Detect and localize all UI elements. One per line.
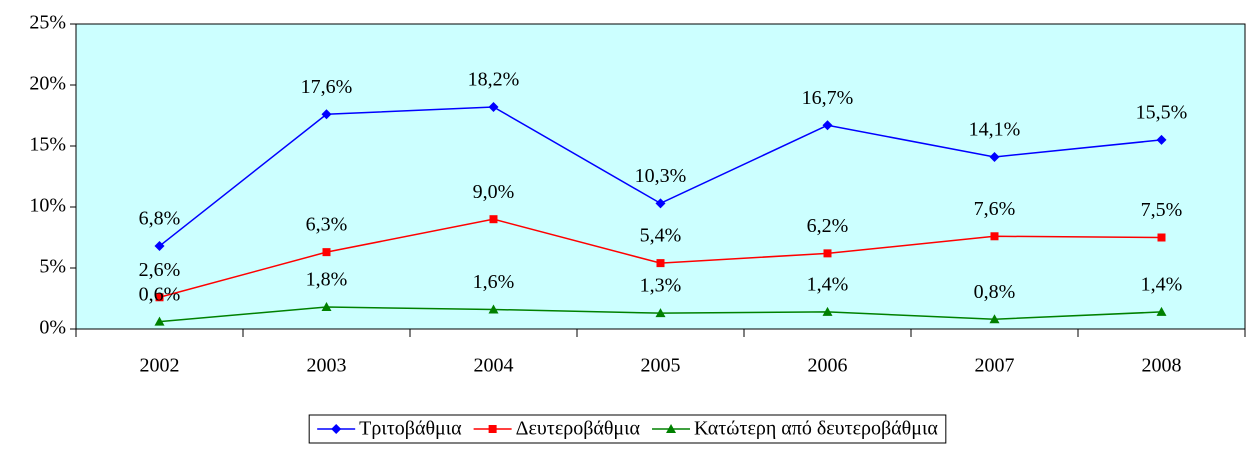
x-tick-label: 2004 (474, 355, 514, 377)
y-tick-label: 0% (39, 317, 66, 339)
x-tick-label: 2005 (641, 355, 681, 377)
data-label: 2,6% (139, 259, 181, 281)
data-point (321, 109, 332, 120)
data-point (489, 215, 498, 224)
data-label: 14,1% (969, 119, 1021, 141)
data-point (989, 314, 1000, 324)
y-tick-label: 20% (29, 73, 66, 95)
legend-marker (331, 424, 342, 434)
data-label: 15,5% (1136, 101, 1188, 123)
data-label: 18,2% (468, 69, 520, 91)
data-point (656, 259, 665, 268)
data-label: 5,4% (640, 225, 682, 247)
legend-item: Τριτοβάθμια (317, 418, 462, 440)
legend-label: Δευτεροβάθμια (516, 418, 641, 440)
data-point (822, 120, 833, 131)
y-tick-label: 10% (29, 195, 66, 217)
data-point (154, 316, 165, 326)
data-point (1156, 306, 1167, 316)
data-label: 1,3% (640, 275, 682, 297)
data-label: 16,7% (802, 87, 854, 109)
data-point (154, 241, 165, 252)
data-point (823, 249, 832, 258)
data-label: 1,4% (1141, 274, 1183, 296)
data-label: 1,6% (473, 271, 515, 293)
data-label: 7,5% (1141, 199, 1183, 221)
data-point (322, 248, 331, 257)
y-tick-label: 15% (29, 134, 66, 156)
data-label: 17,6% (301, 76, 353, 98)
data-label: 10,3% (635, 165, 687, 187)
data-label: 6,2% (807, 215, 849, 237)
data-point (155, 293, 164, 302)
data-point (990, 232, 999, 241)
data-point (1156, 134, 1167, 145)
data-label: 0,8% (974, 281, 1016, 303)
data-label: 1,4% (807, 274, 849, 296)
data-point (321, 302, 332, 312)
legend-box (308, 414, 947, 444)
data-point (655, 308, 666, 318)
legend-item: Κατώτερη από δευτεροβάθμια (652, 418, 938, 440)
plot-area (75, 23, 1246, 330)
x-tick-label: 2008 (1142, 355, 1182, 377)
legend: Τριτοβάθμια Δευτεροβάθμια Κατώτερη από δευ… (308, 414, 947, 444)
legend-marker (666, 424, 677, 433)
data-point (488, 304, 499, 314)
x-tick-label: 2007 (975, 355, 1015, 377)
legend-marker (488, 425, 497, 433)
data-label: 1,8% (306, 269, 348, 291)
data-label: 6,8% (139, 208, 181, 230)
legend-item: Δευτεροβάθμια (473, 418, 641, 440)
data-point (655, 198, 666, 209)
data-point (488, 101, 499, 112)
legend-label: Κατώτερη από δευτεροβάθμια (694, 418, 938, 440)
data-point (989, 151, 1000, 162)
x-tick-label: 2006 (808, 355, 848, 377)
y-tick-label: 5% (39, 256, 66, 278)
data-label: 7,6% (974, 198, 1016, 220)
data-point (822, 306, 833, 316)
legend-label: Τριτοβάθμια (359, 418, 462, 440)
y-tick-label: 25% (29, 12, 66, 34)
data-point (1157, 233, 1166, 242)
data-label: 0,6% (139, 283, 181, 305)
data-label: 9,0% (473, 181, 515, 203)
data-label: 6,3% (306, 214, 348, 236)
x-tick-label: 2002 (140, 355, 180, 377)
x-tick-label: 2003 (307, 355, 347, 377)
